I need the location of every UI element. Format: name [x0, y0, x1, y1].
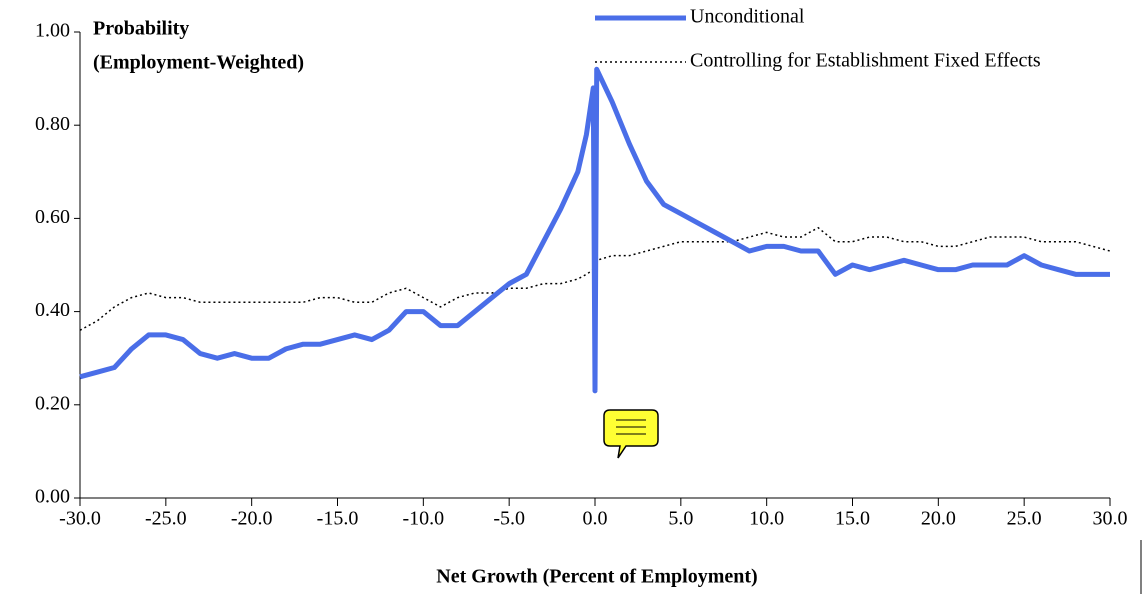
x-tick-label: -20.0 — [231, 508, 273, 530]
x-tick-label: 30.0 — [1093, 508, 1128, 530]
series-line — [79, 226, 1111, 331]
y-tick-label: 1.00 — [35, 20, 70, 42]
y-tick-label: 0.40 — [35, 299, 70, 321]
x-tick-label: -30.0 — [59, 508, 101, 530]
x-tick-label: 20.0 — [921, 508, 956, 530]
y-tick-label: 0.80 — [35, 113, 70, 135]
comment-icon[interactable] — [603, 409, 659, 459]
x-tick-label: 10.0 — [749, 508, 784, 530]
legend-label: Controlling for Establishment Fixed Effe… — [690, 50, 1041, 72]
x-tick-label: -15.0 — [317, 508, 359, 530]
x-tick-label: -25.0 — [145, 508, 187, 530]
y-tick-label: 0.60 — [35, 206, 70, 228]
x-tick-label: 25.0 — [1007, 508, 1042, 530]
series-line — [79, 66, 1110, 394]
x-tick-label: 0.0 — [583, 508, 608, 530]
y-tick-label: 0.00 — [35, 486, 70, 508]
legend-label: Unconditional — [690, 6, 805, 28]
x-tick-label: -5.0 — [493, 508, 525, 530]
x-axis-title: Net Growth (Percent of Employment) — [436, 566, 757, 588]
chart-title-line: Probability — [93, 18, 189, 40]
x-tick-label: -10.0 — [402, 508, 444, 530]
y-tick-label: 0.20 — [35, 392, 70, 414]
x-tick-label: 15.0 — [835, 508, 870, 530]
x-tick-label: 5.0 — [668, 508, 693, 530]
chart-title-line: (Employment-Weighted) — [93, 52, 304, 74]
